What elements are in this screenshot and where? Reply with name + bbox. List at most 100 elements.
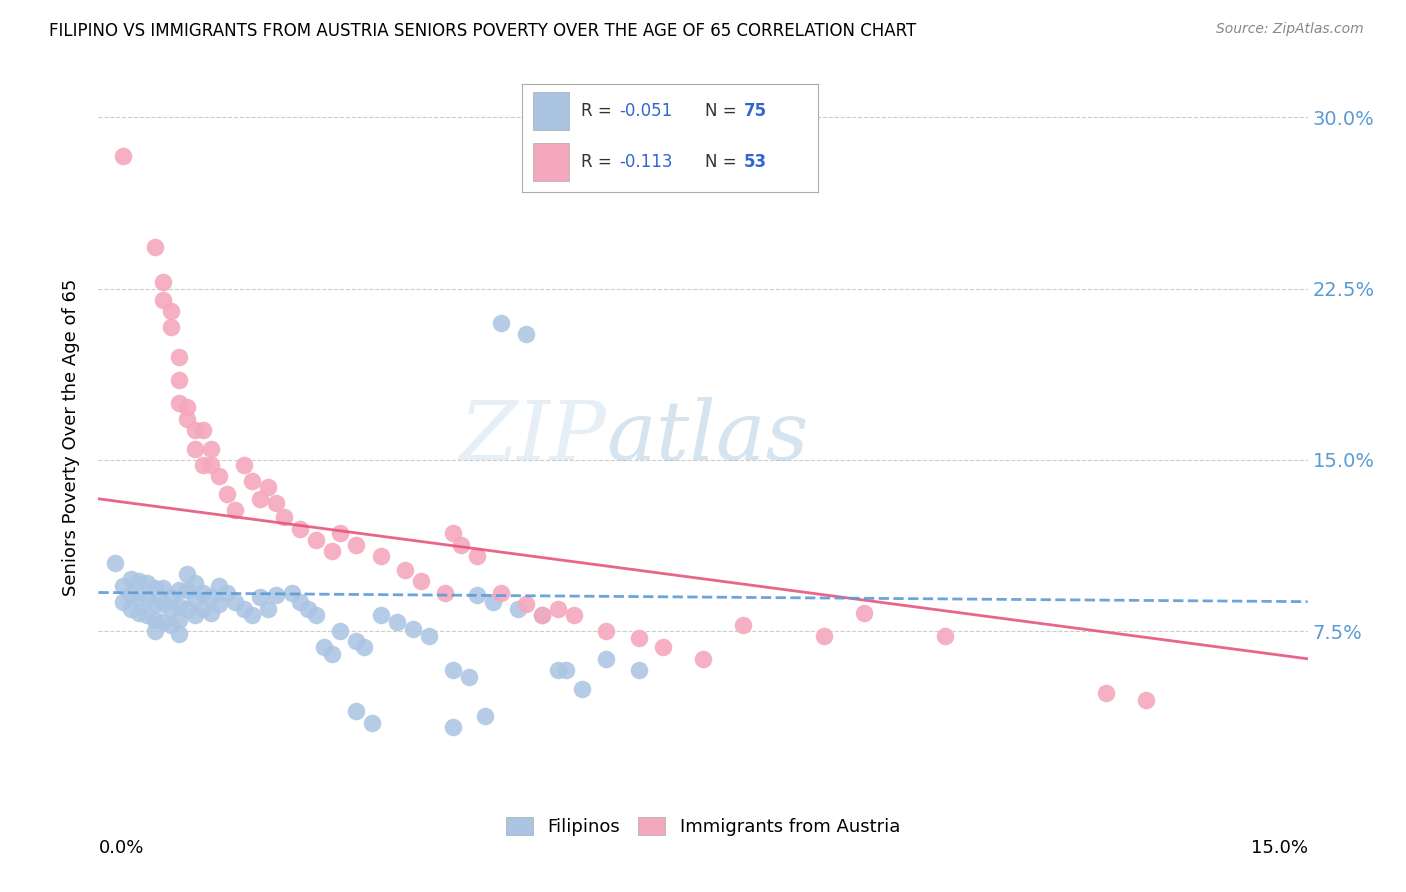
- Point: [160, 617, 183, 632]
- Point: [208, 597, 231, 611]
- Point: [217, 487, 239, 501]
- Point: [143, 240, 166, 254]
- Point: [111, 595, 134, 609]
- Point: [167, 599, 190, 614]
- Point: [193, 423, 215, 437]
- Point: [103, 556, 125, 570]
- Point: [264, 496, 287, 510]
- Point: [232, 458, 254, 472]
- Point: [314, 640, 336, 655]
- Point: [627, 632, 650, 646]
- Point: [344, 537, 367, 551]
- Point: [409, 574, 432, 588]
- Point: [135, 608, 157, 623]
- Point: [184, 592, 207, 607]
- Text: atlas: atlas: [606, 397, 808, 477]
- Point: [530, 608, 553, 623]
- Point: [394, 563, 416, 577]
- Point: [184, 442, 207, 456]
- Point: [143, 597, 166, 611]
- Point: [441, 663, 464, 677]
- Point: [273, 510, 295, 524]
- Point: [571, 681, 593, 696]
- Point: [441, 526, 464, 541]
- Point: [491, 585, 513, 599]
- Point: [193, 585, 215, 599]
- Point: [562, 608, 585, 623]
- Point: [200, 606, 222, 620]
- Point: [240, 608, 263, 623]
- Legend: Filipinos, Immigrants from Austria: Filipinos, Immigrants from Austria: [496, 807, 910, 845]
- Point: [160, 304, 183, 318]
- Point: [193, 601, 215, 615]
- Text: FILIPINO VS IMMIGRANTS FROM AUSTRIA SENIORS POVERTY OVER THE AGE OF 65 CORRELATI: FILIPINO VS IMMIGRANTS FROM AUSTRIA SENI…: [49, 22, 917, 40]
- Point: [474, 709, 496, 723]
- Point: [120, 572, 142, 586]
- Point: [152, 293, 174, 307]
- Point: [176, 412, 198, 426]
- Point: [329, 624, 352, 639]
- Point: [344, 633, 367, 648]
- Point: [143, 613, 166, 627]
- Point: [418, 629, 440, 643]
- Point: [152, 615, 174, 630]
- Point: [224, 595, 246, 609]
- Point: [491, 316, 513, 330]
- Y-axis label: Seniors Poverty Over the Age of 65: Seniors Poverty Over the Age of 65: [62, 278, 80, 596]
- Point: [111, 579, 134, 593]
- Point: [167, 613, 190, 627]
- Point: [465, 588, 488, 602]
- Point: [128, 606, 150, 620]
- Point: [240, 474, 263, 488]
- Point: [143, 581, 166, 595]
- Point: [184, 576, 207, 591]
- Point: [465, 549, 488, 563]
- Point: [515, 597, 537, 611]
- Point: [128, 590, 150, 604]
- Point: [281, 585, 304, 599]
- Point: [555, 663, 578, 677]
- Point: [361, 715, 384, 730]
- Point: [128, 574, 150, 588]
- Text: ZIP: ZIP: [460, 397, 606, 477]
- Point: [200, 458, 222, 472]
- Point: [353, 640, 375, 655]
- Point: [595, 624, 617, 639]
- Point: [434, 585, 457, 599]
- Point: [176, 567, 198, 582]
- Point: [135, 592, 157, 607]
- Point: [152, 581, 174, 595]
- Point: [143, 624, 166, 639]
- Point: [530, 608, 553, 623]
- Point: [441, 720, 464, 734]
- Point: [249, 590, 271, 604]
- Point: [152, 597, 174, 611]
- Point: [288, 595, 311, 609]
- Point: [120, 601, 142, 615]
- Point: [297, 601, 319, 615]
- Point: [256, 480, 278, 494]
- Point: [547, 601, 569, 615]
- Point: [506, 601, 529, 615]
- Point: [176, 601, 198, 615]
- Point: [200, 442, 222, 456]
- Point: [176, 401, 198, 415]
- Point: [176, 583, 198, 598]
- Point: [167, 373, 190, 387]
- Point: [232, 601, 254, 615]
- Point: [249, 491, 271, 506]
- Point: [160, 601, 183, 615]
- Point: [135, 576, 157, 591]
- Point: [934, 629, 956, 643]
- Point: [160, 590, 183, 604]
- Point: [853, 606, 876, 620]
- Point: [329, 526, 352, 541]
- Point: [1095, 686, 1118, 700]
- Point: [200, 590, 222, 604]
- Point: [160, 320, 183, 334]
- Point: [692, 652, 714, 666]
- Point: [167, 396, 190, 410]
- Point: [111, 149, 134, 163]
- Point: [385, 615, 408, 630]
- Point: [152, 275, 174, 289]
